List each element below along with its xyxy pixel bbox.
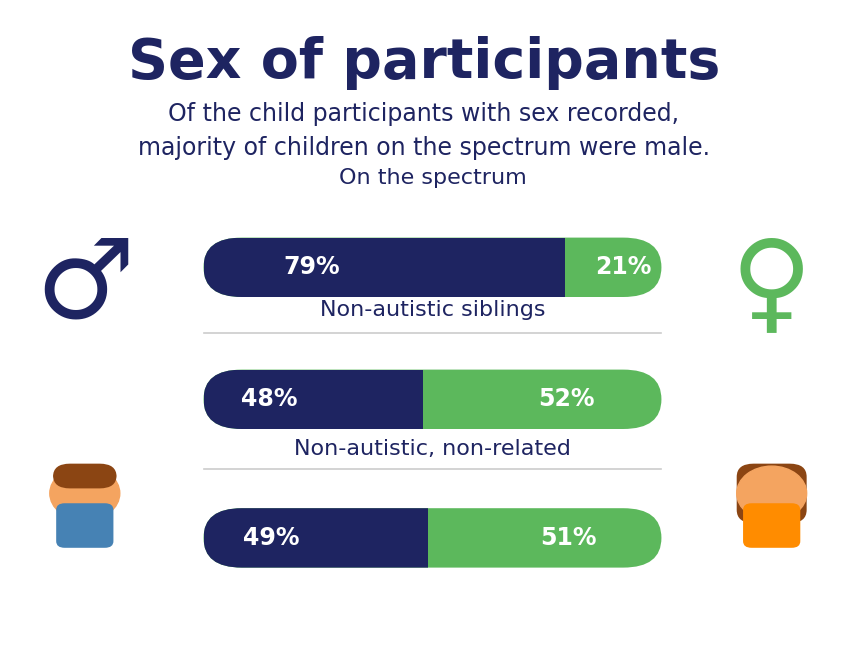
Text: 79%: 79% — [284, 255, 340, 279]
Text: Non-autistic siblings: Non-autistic siblings — [320, 300, 545, 320]
Text: Non-autistic, non-related: Non-autistic, non-related — [294, 439, 571, 459]
FancyBboxPatch shape — [56, 503, 114, 548]
FancyBboxPatch shape — [743, 503, 801, 548]
FancyBboxPatch shape — [204, 508, 661, 568]
Text: 52%: 52% — [538, 387, 594, 411]
FancyBboxPatch shape — [204, 370, 661, 429]
FancyBboxPatch shape — [737, 463, 806, 523]
FancyBboxPatch shape — [53, 463, 117, 488]
Text: On the spectrum: On the spectrum — [338, 168, 527, 188]
FancyBboxPatch shape — [204, 238, 661, 297]
Text: ♂: ♂ — [35, 234, 135, 341]
Circle shape — [50, 466, 120, 521]
Circle shape — [737, 466, 806, 521]
FancyBboxPatch shape — [204, 238, 661, 297]
Text: Sex of participants: Sex of participants — [128, 36, 720, 90]
Text: ♀: ♀ — [731, 234, 812, 341]
Text: 51%: 51% — [540, 526, 596, 550]
Text: Of the child participants with sex recorded,
majority of children on the spectru: Of the child participants with sex recor… — [138, 102, 710, 160]
Text: 48%: 48% — [241, 387, 298, 411]
FancyBboxPatch shape — [204, 370, 661, 429]
FancyBboxPatch shape — [204, 508, 661, 568]
Text: 49%: 49% — [243, 526, 299, 550]
Text: 21%: 21% — [594, 255, 651, 279]
